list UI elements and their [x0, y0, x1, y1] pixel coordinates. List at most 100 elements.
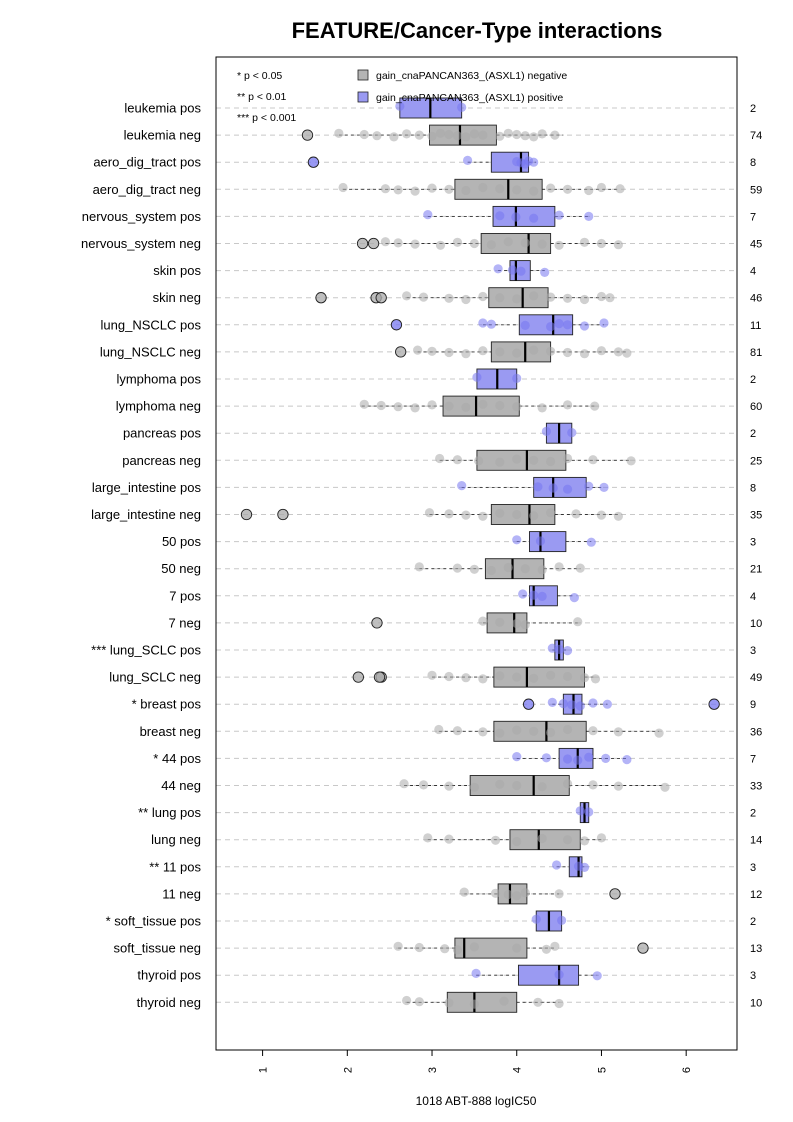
sample-count: 74 [750, 130, 762, 142]
data-point [512, 454, 522, 464]
row-label: lung_NSCLC neg [100, 344, 201, 359]
data-point [402, 995, 412, 1006]
data-point [546, 670, 556, 680]
data-point [562, 184, 573, 194]
data-point [503, 889, 513, 900]
data-point [427, 346, 437, 356]
data-point [520, 131, 530, 141]
data-point [424, 508, 435, 518]
data-point [512, 780, 522, 791]
box-negative [493, 720, 587, 742]
data-point [495, 508, 505, 518]
data-point [495, 457, 505, 467]
data-point [435, 240, 446, 250]
data-point [461, 185, 471, 196]
data-point [575, 806, 585, 816]
data-point [554, 998, 564, 1009]
data-point [562, 347, 573, 358]
data-point [579, 321, 590, 331]
data-point [558, 699, 568, 709]
x-axis: 1 2 3 4 5 6 [258, 1049, 693, 1073]
data-point [434, 724, 444, 735]
data-point [592, 971, 602, 981]
sample-count: 13 [750, 943, 762, 955]
data-point [550, 941, 560, 951]
plot-frame [215, 56, 738, 1051]
data-point [512, 294, 522, 304]
box-negative [490, 504, 556, 525]
sample-count: 4 [750, 266, 756, 278]
data-point [571, 509, 581, 519]
data-point [478, 346, 488, 356]
data-point [599, 482, 609, 492]
row-label: 50 pos [162, 534, 202, 549]
data-point [529, 673, 539, 683]
sample-count: 3 [750, 537, 756, 549]
data-point [495, 347, 505, 357]
data-point [486, 565, 496, 576]
data-point [520, 238, 530, 248]
data-point [613, 781, 623, 791]
data-point [495, 293, 505, 303]
sample-count: 2 [750, 428, 756, 440]
data-point [596, 510, 607, 520]
data-point [435, 128, 446, 138]
significance-legend-item: ** p < 0.01 [237, 91, 286, 103]
data-point [444, 671, 454, 682]
data-point [461, 294, 471, 305]
box-positive [528, 531, 567, 553]
data-point [562, 293, 573, 303]
data-point [586, 537, 596, 547]
sample-count: 46 [750, 293, 762, 305]
data-point [660, 782, 670, 792]
sample-count: 4 [750, 591, 756, 603]
data-points [240, 101, 720, 1009]
row-label: 7 pos [169, 588, 201, 603]
data-point [575, 563, 585, 573]
row-label: large_intestine neg [91, 507, 201, 522]
data-point [588, 455, 598, 465]
data-point [554, 319, 564, 329]
data-point [596, 238, 607, 249]
data-point [546, 508, 556, 518]
data-point [520, 564, 530, 574]
row-label: nervous_system neg [81, 236, 201, 251]
row-labels: leukemia pos leukemia neg aero_dig_tract p… [81, 101, 201, 1010]
data-point [389, 132, 399, 142]
data-point [478, 182, 488, 193]
sample-count: 59 [750, 184, 762, 196]
x-tick-label: 4 [512, 1067, 524, 1073]
data-point [511, 212, 521, 222]
data-point [596, 833, 607, 843]
data-point [372, 131, 382, 141]
data-point [520, 888, 530, 898]
sample-count: 35 [750, 510, 762, 522]
data-point [584, 807, 594, 817]
sample-count: 49 [750, 672, 762, 684]
data-point [562, 724, 573, 735]
data-point [520, 320, 530, 330]
data-point [512, 943, 522, 953]
data-point [613, 511, 623, 521]
data-point [478, 318, 488, 328]
data-point [478, 616, 488, 626]
data-point [588, 780, 598, 790]
data-point [410, 403, 420, 413]
data-point [529, 511, 539, 521]
significance-legend-item: *** p < 0.001 [237, 112, 296, 124]
data-point [503, 562, 513, 573]
data-point [334, 128, 344, 138]
data-point [573, 755, 583, 765]
outlier-point [367, 237, 380, 250]
data-point [546, 183, 556, 193]
data-point [512, 891, 522, 901]
data-point [478, 674, 488, 684]
data-point [529, 726, 539, 736]
row-label: 44 neg [161, 778, 201, 793]
data-point [562, 835, 573, 845]
data-point [518, 589, 528, 599]
data-point [529, 455, 539, 465]
data-point [562, 320, 573, 330]
data-point [402, 129, 412, 139]
data-point [562, 646, 573, 656]
